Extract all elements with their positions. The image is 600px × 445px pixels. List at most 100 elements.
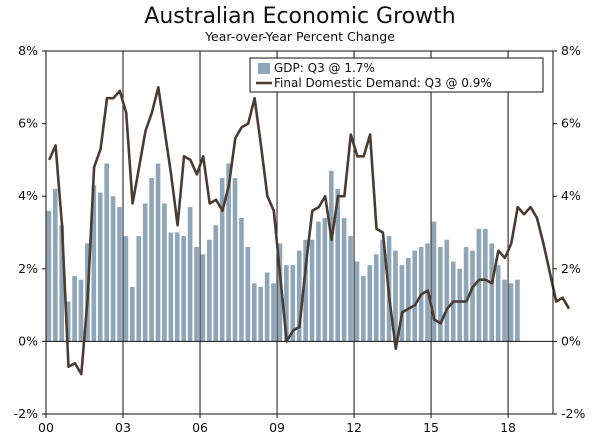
gdp-bar (431, 221, 437, 342)
gdp-bar (226, 163, 231, 342)
gdp-bar (470, 250, 475, 342)
gdp-bar (284, 265, 289, 342)
gdp-bar (354, 261, 360, 342)
gdp-bar (380, 239, 385, 342)
gdp-bar (251, 283, 257, 342)
gdp-bar (245, 247, 251, 342)
y-tick-label-left: 4% (18, 188, 38, 203)
gdp-bar (97, 192, 103, 342)
gdp-bar (174, 232, 180, 342)
y-tick-label-right: 4% (561, 188, 581, 203)
gdp-bar (328, 170, 334, 342)
gdp-bar (59, 225, 65, 342)
gdp-bar (110, 196, 116, 342)
gdp-bar (78, 279, 84, 342)
chart-subtitle: Year-over-Year Percent Change (205, 29, 395, 44)
gdp-bar (200, 254, 206, 342)
gdp-bar (502, 279, 507, 342)
y-axis-right: 8% 6% 4% 2% 0% -2% (553, 43, 585, 421)
x-tick-label: 03 (115, 420, 131, 435)
gdp-bar (309, 239, 315, 342)
legend-label-final-domestic-demand: Final Domestic Demand: Q3 @ 0.9% (274, 76, 492, 90)
gdp-bar (335, 188, 341, 342)
legend-box (249, 57, 544, 93)
gdp-bar (264, 272, 270, 342)
y-tick-label-left: 6% (18, 116, 38, 131)
gdp-bar (367, 265, 373, 342)
gdp-bar (373, 254, 379, 342)
legend: GDP: Q3 @ 1.7% Final Domestic Demand: Q3… (249, 57, 544, 93)
gdp-bar (162, 203, 167, 342)
gdp-bar (46, 210, 52, 342)
gdp-bar (483, 228, 488, 342)
gdp-bar (207, 239, 212, 342)
gdp-bar (149, 178, 154, 342)
gdp-bar (130, 286, 135, 342)
y-tick-label-right: -2% (561, 406, 585, 421)
gdp-bar (489, 243, 495, 342)
gdp-bar (277, 243, 283, 342)
x-axis: 00 03 06 09 12 15 18 (38, 414, 516, 435)
gdp-bar (194, 247, 199, 342)
gdp-bar (476, 228, 482, 342)
legend-label-gdp: GDP: Q3 @ 1.7% (274, 61, 375, 75)
gdp-bar (213, 225, 219, 342)
final-domestic-demand-line (48, 86, 571, 376)
gdp-bar (219, 178, 225, 342)
x-tick-label: 06 (192, 420, 208, 435)
gdp-bar (271, 283, 276, 342)
gdp-bar (405, 257, 411, 342)
gdp-bar (303, 239, 308, 342)
gdp-bar (123, 236, 129, 342)
gdp-bar (104, 163, 109, 342)
gdp-bar (117, 207, 122, 342)
gdp-bar (495, 265, 501, 342)
gdp-bar (457, 268, 462, 342)
gdp-bar (65, 301, 71, 342)
gdp-bar (136, 236, 142, 342)
x-tick-label: 00 (38, 420, 54, 435)
gdp-bar (232, 178, 238, 342)
gdp-bar (316, 221, 321, 342)
gdp-bar (258, 286, 264, 342)
gdp-bar (361, 276, 366, 342)
y-tick-label-right: 6% (561, 116, 581, 131)
gdp-bar (393, 250, 398, 342)
gdp-bar (168, 232, 174, 342)
y-tick-label-right: 2% (561, 261, 581, 276)
plot-area-frame (45, 50, 554, 415)
legend-swatch-gdp (258, 63, 270, 74)
gdp-bar (72, 276, 77, 342)
chart-title: Australian Economic Growth (144, 4, 456, 29)
gdp-bar (322, 217, 328, 342)
x-tick-label: 09 (269, 420, 285, 435)
y-tick-label-left: 8% (18, 43, 38, 58)
gdp-bar (142, 203, 148, 342)
gdp-bar (239, 217, 244, 342)
gdp-bar (155, 163, 161, 342)
y-tick-label-left: 0% (18, 333, 38, 348)
gdp-bar (296, 250, 302, 342)
y-tick-label-left: -2% (14, 406, 38, 421)
gdp-bar (91, 185, 97, 342)
y-tick-label-right: 0% (561, 333, 581, 348)
y-tick-label-right: 8% (561, 43, 581, 58)
x-tick-label: 12 (346, 420, 362, 435)
gdp-bar (515, 279, 520, 342)
gdp-bar (341, 217, 347, 342)
gdp-bar (463, 247, 469, 342)
gdp-bar (444, 239, 450, 342)
gdp-bar (412, 250, 418, 342)
y-tick-label-left: 2% (18, 261, 38, 276)
gdp-bar (187, 207, 193, 342)
gdp-bar (438, 247, 443, 342)
gdp-bar (53, 188, 58, 342)
gdp-bar (348, 236, 353, 342)
y-axis-left: 8% 6% 4% 2% 0% -2% (14, 43, 46, 421)
gdp-bar (181, 236, 186, 342)
x-tick-label: 15 (423, 420, 439, 435)
gdp-bar (399, 265, 405, 342)
x-tick-label: 18 (500, 420, 516, 435)
gdp-bar (508, 283, 514, 342)
